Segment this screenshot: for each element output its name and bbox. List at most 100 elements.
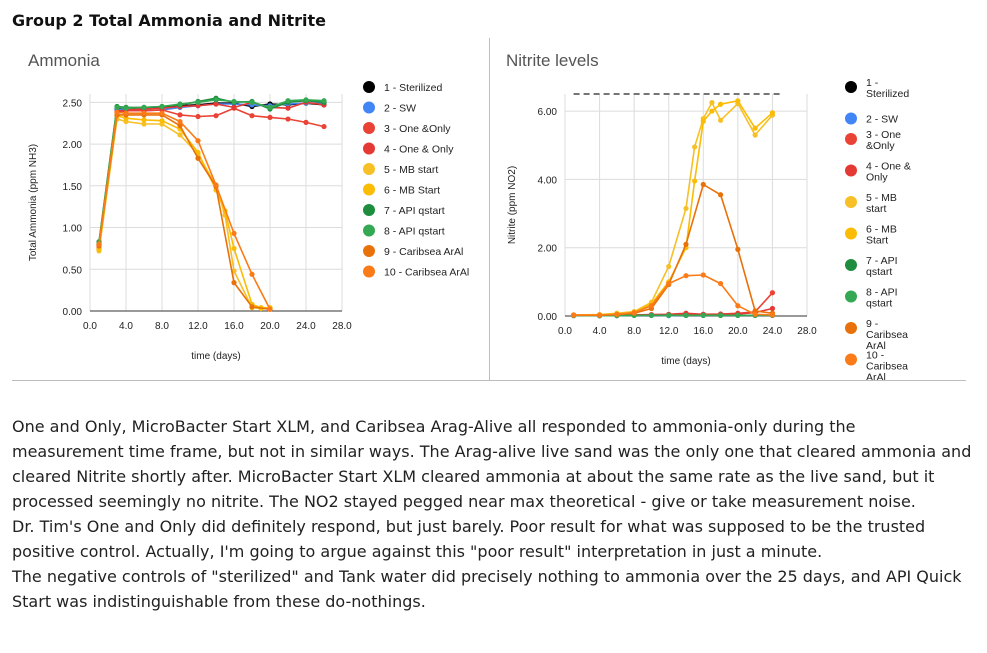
data-point <box>631 309 637 316</box>
legend-marker <box>845 322 857 334</box>
ammonia-chart: Ammonia 0.00 0.50 1.00 1.50 2.00 2.50 0.0 4.0 8.0… <box>28 51 469 362</box>
data-point <box>213 113 219 119</box>
x-tick-label: 24.0 <box>296 321 316 332</box>
x-tick-label: 4.0 <box>119 321 133 332</box>
legend-marker <box>845 164 857 177</box>
page-title: Group 2 Total Ammonia and Nitrite <box>12 11 326 30</box>
data-point <box>321 98 327 104</box>
legend-label: 2 - SW <box>384 103 416 115</box>
data-point <box>96 241 102 247</box>
data-point <box>213 182 219 188</box>
legend-marker <box>845 227 857 240</box>
data-point <box>683 312 689 318</box>
paragraph: Dr. Tim's One and Only did definitely re… <box>12 517 926 561</box>
paragraph: One and Only, MicroBacter Start XLM, and… <box>12 417 972 511</box>
legend-label: 9 -Caribsea ArAl <box>866 318 908 352</box>
data-point <box>321 123 327 130</box>
x-tick-label: 16.0 <box>694 326 714 337</box>
series-line <box>573 101 774 316</box>
data-point <box>769 312 776 318</box>
data-point <box>141 104 147 110</box>
legend-marker <box>845 196 857 208</box>
legend-label: 8 - API qstart <box>384 226 445 238</box>
y-tick-label: 2.00 <box>63 140 83 151</box>
data-point <box>231 230 237 236</box>
data-point <box>177 123 183 129</box>
data-point <box>700 118 706 124</box>
legend-marker <box>363 183 375 196</box>
y-tick-label: 4.00 <box>538 175 558 186</box>
nitrite-chart: Nitrite levels 0.00 2.00 4.00 6.00 0.0 4.0 8.0 1… <box>506 51 911 381</box>
data-point <box>735 303 741 309</box>
data-point <box>249 271 255 277</box>
legend-marker <box>845 259 857 271</box>
data-point <box>735 246 741 252</box>
x-tick-label: 12.0 <box>188 321 208 332</box>
divider-line <box>12 380 966 381</box>
data-point <box>735 312 741 318</box>
paragraph: The negative controls of "sterilized" an… <box>12 567 962 611</box>
data-point <box>666 312 672 318</box>
legend-label: 7 - API qstart <box>384 205 445 217</box>
data-point <box>683 241 689 247</box>
data-point <box>195 113 201 120</box>
data-point <box>769 305 776 312</box>
data-point <box>195 149 201 156</box>
data-point <box>571 312 577 318</box>
body-text: One and Only, MicroBacter Start XLM, and… <box>12 414 972 614</box>
legend-marker <box>363 163 375 175</box>
data-point <box>114 104 120 110</box>
data-point <box>141 117 147 123</box>
legend-marker <box>363 224 375 237</box>
x-tick-label: 20.0 <box>260 321 280 332</box>
y-tick-label: 0.00 <box>538 312 558 323</box>
data-point <box>231 104 237 110</box>
x-tick-label: 28.0 <box>797 326 817 337</box>
data-point <box>123 110 129 116</box>
data-point <box>285 105 291 111</box>
legend-label: 3 - One &Only <box>866 129 901 152</box>
series-line <box>98 101 325 247</box>
legend-label: 1 -Sterilized <box>866 77 909 100</box>
x-axis-title: time (days) <box>661 356 710 367</box>
legend-marker <box>845 81 857 93</box>
data-point <box>249 304 255 310</box>
legend-label: 10 -Caribsea ArAl <box>866 350 908 381</box>
x-tick-label: 4.0 <box>593 326 607 337</box>
data-point <box>141 110 147 116</box>
data-point <box>285 98 291 104</box>
data-point <box>141 121 147 127</box>
data-point <box>249 99 255 105</box>
series-line <box>573 99 773 316</box>
y-tick-label: 6.00 <box>538 107 558 118</box>
y-axis-title: Nitrite (ppm NO2) <box>507 166 518 244</box>
legend-label: 5 - MB start <box>384 164 438 176</box>
data-point <box>666 263 672 270</box>
legend-marker <box>363 101 375 114</box>
data-point <box>769 110 776 116</box>
data-point <box>267 104 273 110</box>
data-point <box>709 99 715 106</box>
legend-label: 6 - MB Start <box>384 185 440 197</box>
y-tick-label: 2.50 <box>63 98 83 109</box>
data-point <box>717 192 724 198</box>
series-line <box>98 98 325 243</box>
data-point <box>195 155 201 161</box>
data-point <box>700 181 706 188</box>
data-point <box>177 132 183 138</box>
data-point <box>700 312 706 318</box>
legend-label: 7 - API qstart <box>866 255 898 278</box>
panel-divider <box>489 38 490 380</box>
data-point <box>735 98 741 104</box>
data-point <box>159 110 165 116</box>
data-point <box>159 118 165 124</box>
legend-label: 5 - MB start <box>866 192 897 215</box>
y-tick-label: 0.50 <box>63 265 83 276</box>
data-point <box>614 311 620 317</box>
data-point <box>596 312 603 318</box>
data-point <box>648 303 655 309</box>
data-point <box>752 132 758 138</box>
legend-label: 4 - One & Only <box>384 144 454 156</box>
legend-marker <box>363 142 375 155</box>
x-tick-label: 20.0 <box>728 326 748 337</box>
